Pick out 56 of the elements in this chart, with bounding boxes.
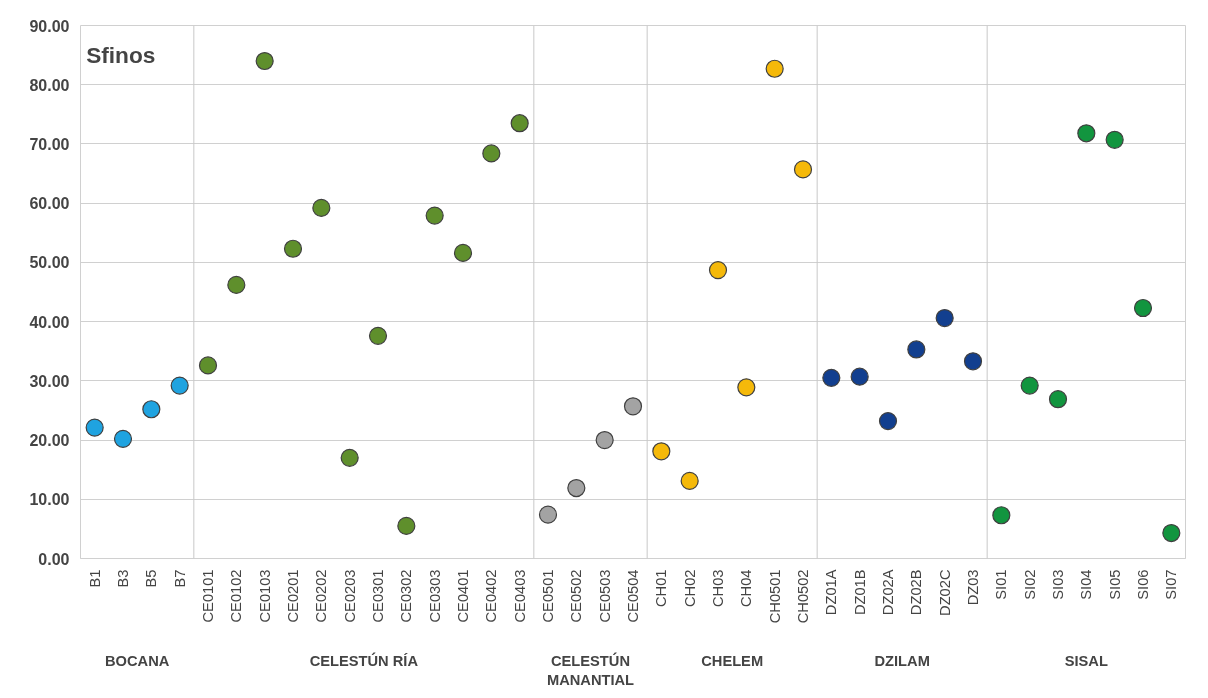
x-tick-label: B5 xyxy=(143,569,160,588)
y-tick-label: 10.00 xyxy=(29,491,70,509)
x-tick-label: SI06 xyxy=(1135,569,1151,600)
x-tick-label: CH02 xyxy=(681,569,698,607)
x-tick-label: CE0502 xyxy=(568,569,585,623)
x-tick-label: CH04 xyxy=(738,569,755,607)
y-tick-label: 90.00 xyxy=(29,17,70,35)
y-tick-label: 80.00 xyxy=(29,76,70,94)
x-tick-label: CH0502 xyxy=(795,569,811,624)
text: CELESTÚN MANANTIAL xyxy=(546,651,635,688)
x-tick-label: CE0301 xyxy=(370,569,386,623)
x-tick-label: CE0203 xyxy=(341,569,358,623)
x-tick-label: B3 xyxy=(115,569,131,588)
x-tick-label: CE0101 xyxy=(200,569,216,623)
x-tick-label: SI05 xyxy=(1106,569,1123,600)
x-tick-label: SI07 xyxy=(1163,569,1180,600)
x-tick-label: CE0201 xyxy=(285,569,301,623)
x-tick-label: CE0504 xyxy=(625,569,641,623)
x-tick-label: DZ03 xyxy=(965,569,981,606)
y-tick-label: 70.00 xyxy=(29,135,70,153)
y-tick-label: 40.00 xyxy=(29,313,70,331)
x-tick-label: DZ02A xyxy=(880,569,896,616)
x-tick-label: SI03 xyxy=(1050,569,1066,600)
y-tick-label: 0.00 xyxy=(38,550,70,568)
x-tick-label: CH0501 xyxy=(766,569,783,624)
x-tick-label: CH03 xyxy=(710,569,726,607)
x-tick-label: SI02 xyxy=(1021,569,1038,600)
text: CELESTÚN RÍA xyxy=(309,651,419,669)
y-tick-label: 50.00 xyxy=(29,254,70,272)
x-tick-label: DZ02B xyxy=(908,569,925,616)
text: DZILAM xyxy=(874,652,930,669)
text: SISAL xyxy=(1064,652,1108,669)
x-tick-label: CE0303 xyxy=(426,569,443,623)
x-tick-label: SI04 xyxy=(1078,569,1095,600)
x-tick-label: CE0302 xyxy=(398,569,415,623)
y-tick-label: 60.00 xyxy=(29,195,70,213)
x-tick-label: SI01 xyxy=(993,569,1010,600)
x-tick-label: DZ01A xyxy=(823,569,840,616)
text: Sfinos xyxy=(86,41,156,68)
x-tick-label: CE0402 xyxy=(483,569,500,623)
text: BOCANA xyxy=(105,652,170,669)
y-tick-label: 30.00 xyxy=(29,372,70,390)
x-tick-label: DZ02C xyxy=(936,569,953,616)
x-tick-label: CE0403 xyxy=(511,569,528,623)
x-tick-label: B1 xyxy=(86,569,103,588)
text: CHELEM xyxy=(701,652,764,669)
x-tick-label: B7 xyxy=(171,569,188,588)
x-tick-label: CE0401 xyxy=(455,569,471,623)
x-tick-label: CE0102 xyxy=(228,569,245,623)
x-tick-label: CE0202 xyxy=(313,569,330,623)
x-tick-label: DZ01B xyxy=(851,569,868,616)
x-tick-label: CH01 xyxy=(653,569,670,607)
x-tick-label: CE0503 xyxy=(596,569,613,623)
y-tick-label: 20.00 xyxy=(29,432,70,450)
x-tick-label: CE0501 xyxy=(540,569,556,623)
x-tick-label: CE0103 xyxy=(256,569,273,623)
